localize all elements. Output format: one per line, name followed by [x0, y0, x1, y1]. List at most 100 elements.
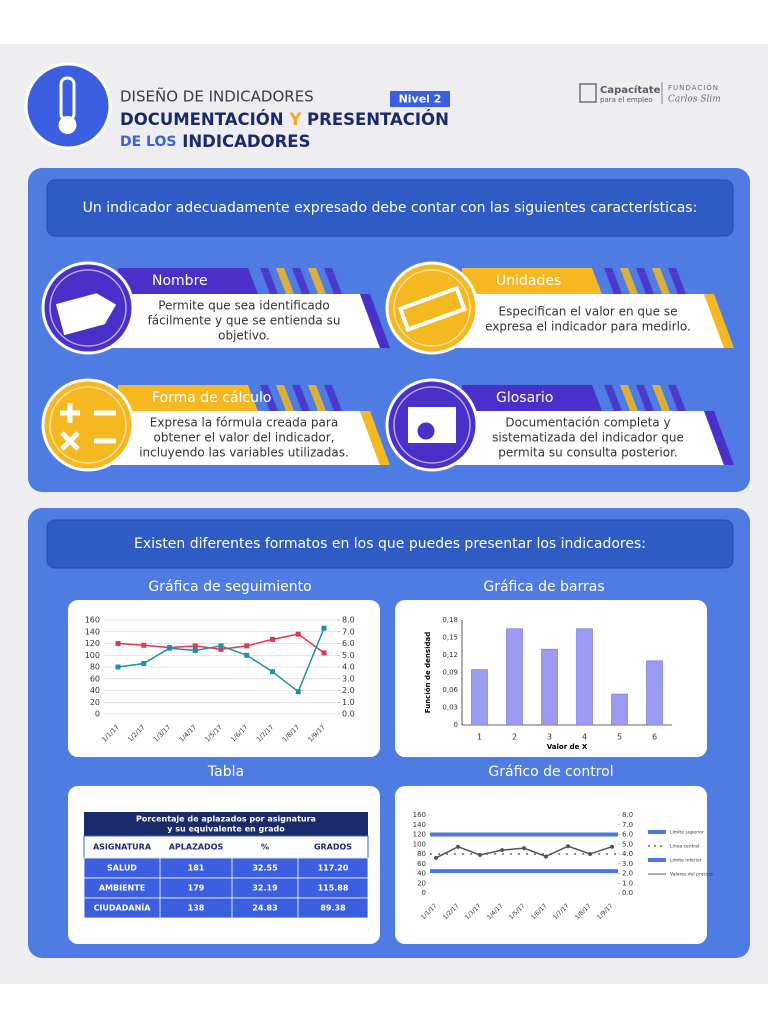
- item-text: objetivo.: [218, 329, 270, 343]
- stripe: [620, 268, 638, 294]
- y-tick-label: 0,09: [442, 669, 458, 677]
- y-tick-label: 40: [417, 870, 426, 878]
- stripe: [324, 385, 342, 411]
- point: [141, 642, 147, 648]
- legend-label: Valores del proceso: [670, 872, 714, 878]
- point: [434, 855, 438, 860]
- point: [321, 650, 327, 656]
- point: [141, 660, 147, 666]
- icon-tag: [55, 293, 117, 336]
- y-tick-label: 60: [417, 860, 426, 868]
- point: [115, 664, 121, 670]
- stripe: [324, 268, 342, 294]
- y2-tick-label: 6.0: [622, 831, 633, 839]
- point: [295, 631, 301, 637]
- y-tick-label: 60: [90, 674, 100, 683]
- text-panel-shadow: [704, 411, 734, 465]
- x-axis-label: Valor de X: [547, 743, 588, 751]
- section-1-heading: Un indicador adecuadamente expresado deb…: [83, 200, 698, 216]
- table-header: GRADOS: [314, 843, 352, 852]
- point: [610, 844, 614, 849]
- stripe: [652, 268, 670, 294]
- point: [456, 844, 460, 849]
- stripe: [636, 268, 654, 294]
- logo-mark: [579, 83, 597, 103]
- title-line-2: DE LOS INDICADORES: [120, 132, 310, 151]
- table-row-bg: [83, 897, 369, 919]
- x-tick-label: 3: [547, 733, 552, 742]
- x-tick-label: 4: [582, 733, 587, 742]
- y-tick-label: 40: [90, 686, 100, 695]
- item-circle: [41, 378, 135, 472]
- item-circle-inner: [49, 269, 127, 347]
- level-badge: [390, 91, 450, 107]
- stripe: [604, 268, 622, 294]
- x-tick-label: 1: [477, 733, 482, 742]
- y-tick-label: 0,06: [442, 686, 458, 694]
- chart-title: Tabla: [207, 764, 244, 780]
- title-part: DOCUMENTACIÓN: [120, 110, 284, 129]
- legend-label: Línea central: [670, 843, 699, 850]
- title-bar: [462, 268, 602, 294]
- y2-tick-label: 4.0: [622, 850, 633, 858]
- x-tick-label: 2: [512, 733, 517, 742]
- title-part: INDICADORES: [182, 132, 310, 151]
- y-tick-label: 0: [95, 710, 100, 719]
- y2-tick-label: 1.0: [622, 879, 633, 887]
- y-tick-label: 120: [85, 639, 100, 648]
- y2-tick-label: 7.0: [342, 627, 355, 636]
- y-tick-label: 100: [413, 840, 426, 848]
- item-text: sistematizada del indicador que: [492, 431, 684, 445]
- point: [218, 643, 224, 649]
- y-tick-label: 0: [454, 721, 458, 729]
- chart-title: Gráfico de control: [488, 764, 613, 780]
- table-header: %: [261, 843, 269, 852]
- y-tick-label: 80: [417, 850, 426, 858]
- point: [192, 648, 198, 654]
- stripe: [668, 268, 686, 294]
- table-cell: AMBIENTE: [99, 884, 145, 893]
- stripe: [604, 385, 622, 411]
- stripe: [292, 385, 310, 411]
- table-cell: 32.55: [252, 864, 278, 873]
- text-panel: [108, 294, 380, 348]
- item-text: fácilmente y que se entienda su: [148, 314, 341, 328]
- point: [244, 652, 250, 658]
- y2-tick-label: 5.0: [622, 840, 633, 848]
- bar: [646, 660, 663, 726]
- item-title: Nombre: [152, 273, 208, 289]
- item-text: Expresa la fórmula creada para: [150, 416, 338, 430]
- bar: [611, 693, 628, 726]
- point: [522, 846, 526, 851]
- logo-2-sub: Carlos Slim: [668, 95, 721, 105]
- point: [478, 852, 482, 857]
- title-part: Y: [288, 110, 302, 129]
- item-circle-inner: [393, 386, 471, 464]
- y2-tick-label: 8.0: [622, 811, 633, 819]
- table-cell: 24.83: [252, 904, 277, 913]
- y-tick-label: 140: [413, 821, 426, 829]
- table-cell: 32.19: [252, 884, 278, 893]
- text-panel: [452, 411, 724, 465]
- y-tick-label: 0,03: [442, 704, 458, 712]
- logo-1-sub: para el empleo: [600, 96, 653, 104]
- bar: [506, 628, 523, 726]
- point: [167, 645, 172, 651]
- item-text: permita su consulta posterior.: [498, 446, 677, 460]
- y-tick-label: 160: [413, 811, 426, 819]
- y2-tick-label: 2.0: [622, 870, 633, 878]
- icon-ruler: [397, 285, 467, 333]
- y-tick-label: 20: [90, 698, 100, 707]
- title-bar: [118, 385, 258, 411]
- thermometer-bulb: [58, 116, 77, 134]
- text-panel: [452, 294, 724, 348]
- table-caption: y su equivalente en grado: [167, 825, 285, 834]
- x-tick-label: 5: [617, 733, 622, 742]
- chart-title: Gráfica de barras: [483, 579, 604, 595]
- y2-tick-label: 7.0: [622, 821, 633, 829]
- title-bar: [118, 268, 258, 294]
- table-cell: SALUD: [107, 864, 137, 873]
- y-tick-label: 0: [422, 889, 426, 897]
